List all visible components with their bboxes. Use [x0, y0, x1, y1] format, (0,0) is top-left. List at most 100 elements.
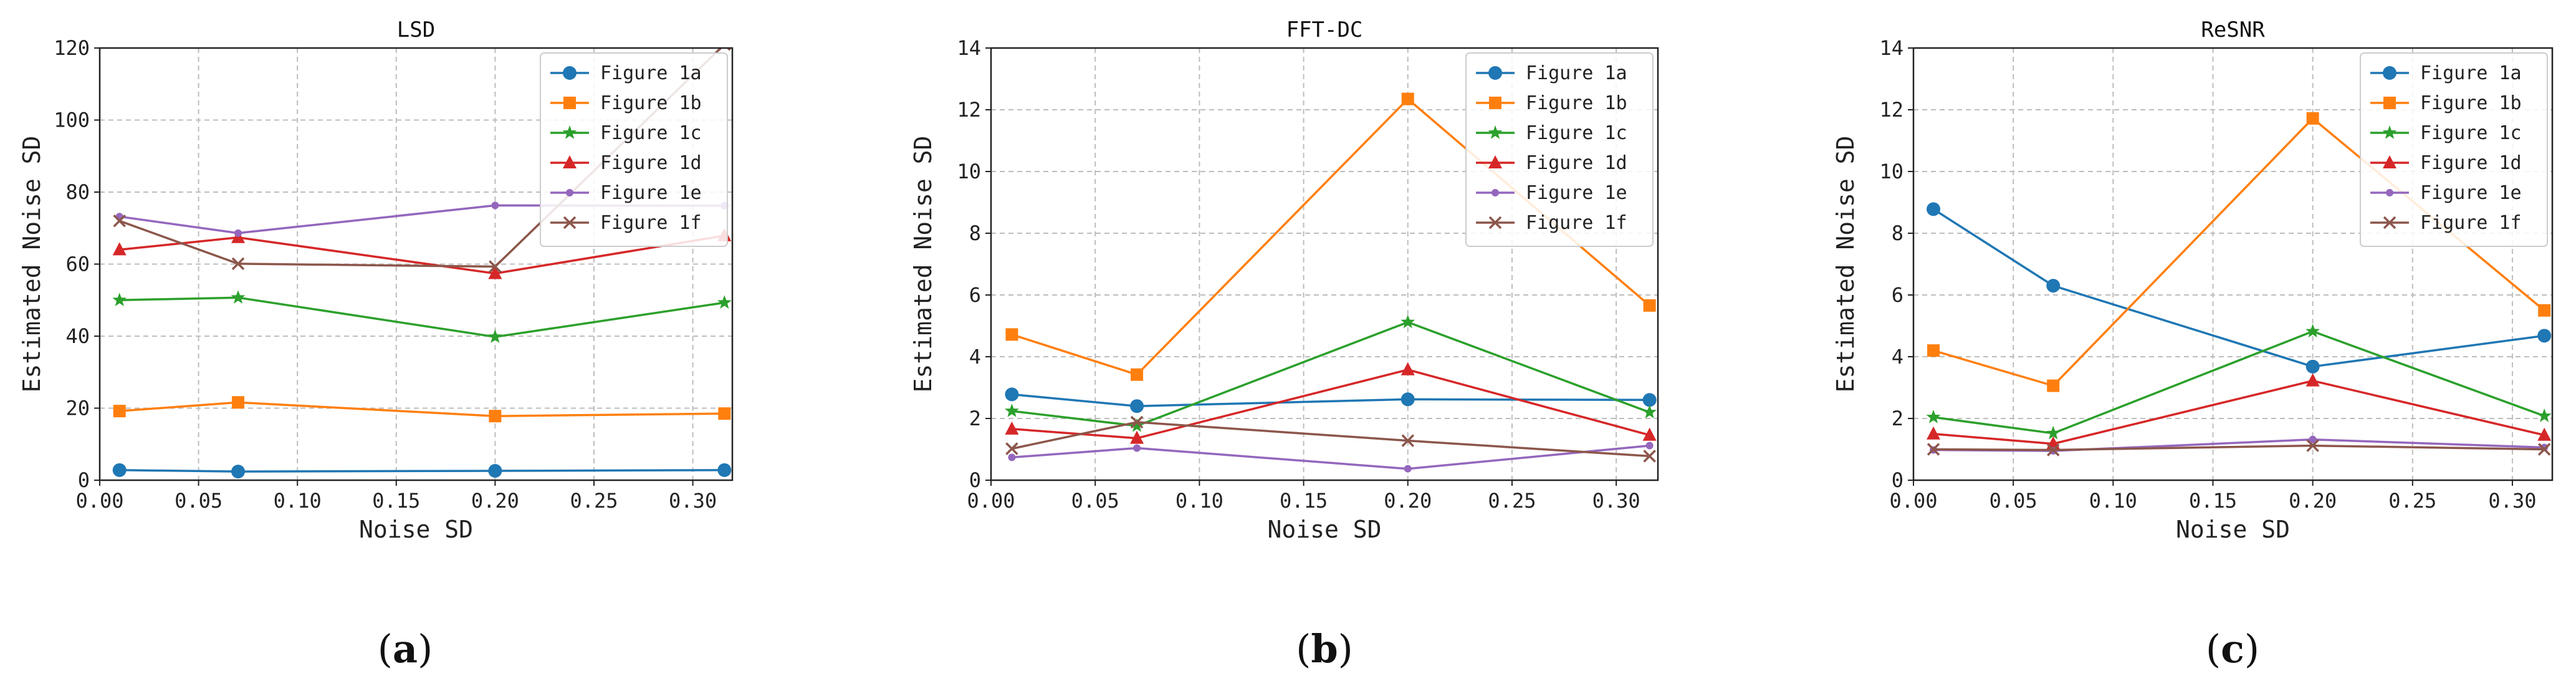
panel-b-series-line-figure-1d [1012, 369, 1650, 440]
panel-b-data-point-figure-1b [1643, 299, 1656, 312]
panel-c-data-point-figure-1b [2306, 112, 2319, 125]
panel-a-x-tick-label: 0.00 [75, 489, 123, 513]
panel-a-x-tick-label: 0.10 [274, 489, 322, 513]
panel-c-legend-swatch-marker [2383, 216, 2396, 229]
panel-b-legend-swatch-marker [1489, 97, 1501, 109]
panel-a-caption-open-paren: ( [378, 626, 393, 672]
panel-c-data-point-figure-1b [1927, 344, 1940, 357]
panel-c-y-tick-label: 2 [1892, 407, 1903, 430]
panel-c-legend-swatch-marker [2383, 66, 2396, 80]
panel-c-title: ReSNR [2201, 17, 2265, 42]
panel-a-legend-label: Figure 1d [600, 152, 702, 174]
panel-c-legend-entry: Figure 1a [2370, 62, 2522, 84]
panel-c-legend-entry: Figure 1f [2370, 212, 2522, 234]
panel-c-data-point-figure-1c [1926, 410, 1941, 423]
panel-a-plot-frame [98, 47, 734, 481]
panel-c-series-group [1926, 112, 2552, 457]
panel-c-data-point-figure-1a [1927, 202, 1941, 216]
panel-c-y-tick-label: 12 [1879, 98, 1903, 122]
panel-b-data-point-figure-1b [1005, 328, 1018, 341]
panel-b-legend-label: Figure 1e [1526, 182, 1627, 204]
panel-c-caption-open-paren: ( [2206, 626, 2221, 672]
panel-c-y-tick-label: 10 [1879, 160, 1903, 183]
panel-c-legend-swatch-marker [2386, 189, 2393, 196]
panel-a-data-point-figure-1a [717, 463, 732, 477]
panel-b-data-point-figure-1c [1129, 418, 1144, 432]
panel-b-data-point-figure-1c [1401, 314, 1415, 329]
panel-c-y-tick-label: 14 [1879, 36, 1903, 60]
panel-b-series-line-figure-1a [1012, 393, 1650, 407]
panel-a-legend-label: Figure 1c [600, 122, 702, 144]
panel-c-series-line-figure-1a [1933, 208, 2545, 368]
panel-b-data-point-figure-1f [1130, 415, 1144, 429]
panel-c-legend-label: Figure 1a [2420, 62, 2522, 84]
panel-b-y-tick-label: 0 [969, 468, 981, 492]
panel-b-x-tick-label: 0.25 [1488, 489, 1536, 513]
panel-b-legend-swatch-marker [1488, 66, 1502, 80]
panel-c-legend-label: Figure 1f [2420, 212, 2522, 234]
panel-b-caption-open-paren: ( [1296, 626, 1311, 672]
panel-b-data-point-figure-1a [1005, 387, 1019, 402]
panel-b-data-point-figure-1d [1005, 421, 1019, 435]
panel-b-data-point-figure-1f [1643, 450, 1656, 463]
panel-c-legend-entry: Figure 1d [2370, 152, 2522, 174]
panel-b-data-point-figure-1f [1005, 442, 1018, 455]
panel-c-data-point-figure-1d [1927, 426, 1941, 440]
panel-a-legend-swatch-marker [562, 125, 577, 139]
panel-b-data-point-figure-1b [1401, 92, 1414, 105]
panel-a-data-point-figure-1b [113, 405, 126, 418]
panel-a-caption-letter: a [393, 626, 418, 672]
panel-b-legend-swatch-marker [1488, 125, 1503, 139]
panel-c-x-axis-label: Noise SD [2176, 516, 2290, 543]
panel-c-x-tick-label: 0.00 [1889, 489, 1937, 513]
panel-a-legend-swatch-marker [563, 97, 576, 109]
panel-a-y-tick-label: 20 [65, 397, 90, 420]
panel-a-y-tick-label: 120 [54, 36, 90, 60]
panel-b-data-point-figure-1e [1645, 442, 1654, 450]
panel-a-legend-swatch-marker [566, 189, 573, 196]
panel-b-y-tick-label: 8 [969, 221, 981, 245]
panel-a-data-point-figure-1a [112, 463, 127, 477]
panel-a-legend-entry: Figure 1f [550, 212, 702, 234]
panel-b-y-tick-label: 14 [957, 36, 981, 60]
panel-a-x-tick-label: 0.30 [669, 489, 717, 513]
panel-b-y-tick-label: 10 [957, 160, 981, 183]
panel-b-legend-entry: Figure 1a [1476, 62, 1627, 84]
panel-a-data-point-figure-1c [488, 329, 502, 343]
panel-a-y-tick-label: 80 [65, 180, 90, 204]
panel-b-data-point-figure-1a [1130, 399, 1144, 413]
panel-c-y-tick-label: 0 [1892, 468, 1903, 492]
panel-c-x-tick-label: 0.25 [2388, 489, 2436, 513]
panel-c-y-tick-label: 8 [1892, 221, 1903, 245]
panel-b-legend-swatch-marker [1491, 189, 1499, 196]
panel-a-y-axis-label: Estimated Noise SD [18, 136, 45, 393]
panel-c-x-tick-label: 0.05 [1989, 489, 2037, 513]
panel-b-caption: (b) [1296, 626, 1353, 672]
panel-b-legend-label: Figure 1c [1526, 122, 1627, 144]
panel-a-legend-label: Figure 1e [600, 182, 702, 204]
panel-b-legend-entry: Figure 1b [1476, 92, 1627, 114]
panel-b-y-tick-label: 4 [969, 345, 981, 369]
panel-a-caption: (a) [378, 626, 433, 672]
panel-a-series-line-figure-1c [119, 296, 725, 338]
panel-b-caption-close-paren: ) [1338, 626, 1353, 672]
panel-c-x-tick-label: 0.20 [2289, 489, 2337, 513]
panel-b: 0.00 0.05 0.10 0.15 0.20 0.25 0.30 0 2 4 6 8 10 12 14 F… [909, 17, 1659, 672]
panel-a-legend-swatch-marker [563, 66, 577, 80]
panel-a: 0.00 0.05 0.10 0.15 0.20 0.25 0.30 0 20 40 60 80 100… [18, 17, 734, 672]
panel-a-data-point-figure-1b [232, 396, 245, 409]
panel-c-data-point-figure-1c [2305, 324, 2320, 338]
panel-a-data-point-figure-1b [489, 410, 502, 423]
panel-a-series-line-figure-1d [119, 234, 725, 275]
panel-a-data-point-figure-1f [231, 257, 245, 271]
panel-c-data-point-figure-1d [2305, 373, 2320, 387]
panel-a-legend-entry: Figure 1b [550, 92, 702, 114]
panel-c-legend-label: Figure 1e [2420, 182, 2522, 204]
panel-a-legend-entry: Figure 1c [550, 122, 702, 144]
panel-b-data-point-figure-1e [1404, 465, 1412, 473]
panel-a-data-point-figure-1c [231, 290, 246, 304]
panel-c-data-point-figure-1f [2046, 443, 2060, 457]
panel-a-legend-label: Figure 1a [600, 62, 702, 84]
panel-c-data-point-figure-1f [2537, 443, 2551, 456]
panel-b-y-tick-label: 6 [969, 283, 981, 307]
